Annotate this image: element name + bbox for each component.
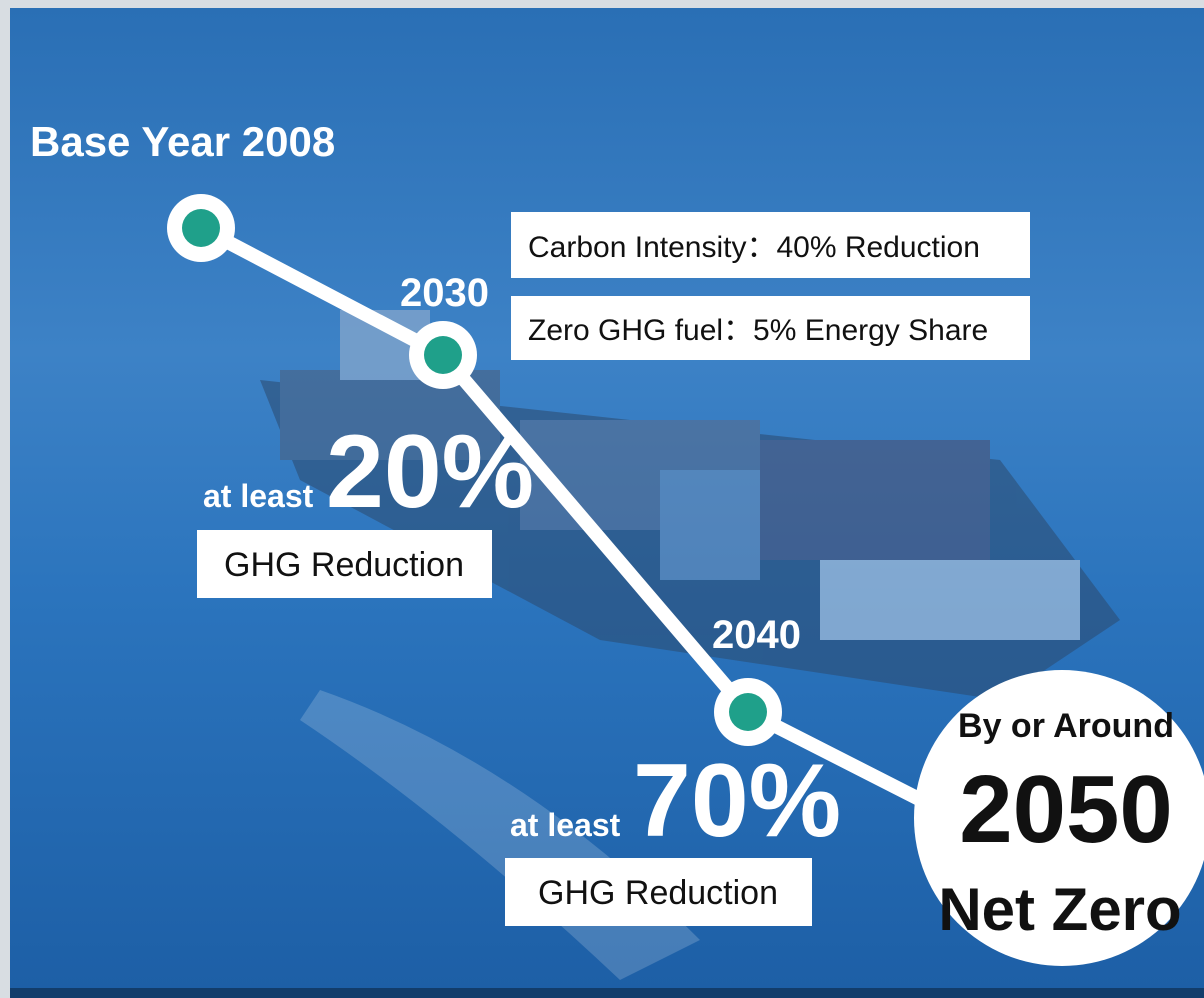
year-2040: 2040 <box>712 613 801 657</box>
note: Carbon Intensity：40% Reduction <box>528 231 980 264</box>
note-box <box>511 212 1030 278</box>
target-circle <box>914 670 1204 966</box>
target-goal: Net Zero <box>938 876 1181 943</box>
node <box>167 194 235 262</box>
bottom-strip <box>10 988 1204 998</box>
caption: GHG Reduction <box>538 874 778 912</box>
node <box>409 321 477 389</box>
prefix: at least <box>203 478 314 514</box>
node <box>714 678 782 746</box>
note: Zero GHG fuel：5% Energy Share <box>528 314 988 347</box>
timeline <box>197 221 984 837</box>
note-box <box>511 296 1030 360</box>
caption: GHG Reduction <box>224 546 464 584</box>
base-label: Base Year 2008 <box>30 118 335 165</box>
percent: 70% <box>633 743 841 859</box>
caption-box <box>197 530 492 598</box>
year-2030: 2030 <box>400 271 489 315</box>
target-year: 2050 <box>959 756 1173 863</box>
target-lead: By or Around <box>958 707 1174 745</box>
ship <box>260 310 1120 700</box>
caption-box <box>505 858 812 926</box>
prefix: at least <box>510 807 621 843</box>
percent: 20% <box>326 414 534 530</box>
